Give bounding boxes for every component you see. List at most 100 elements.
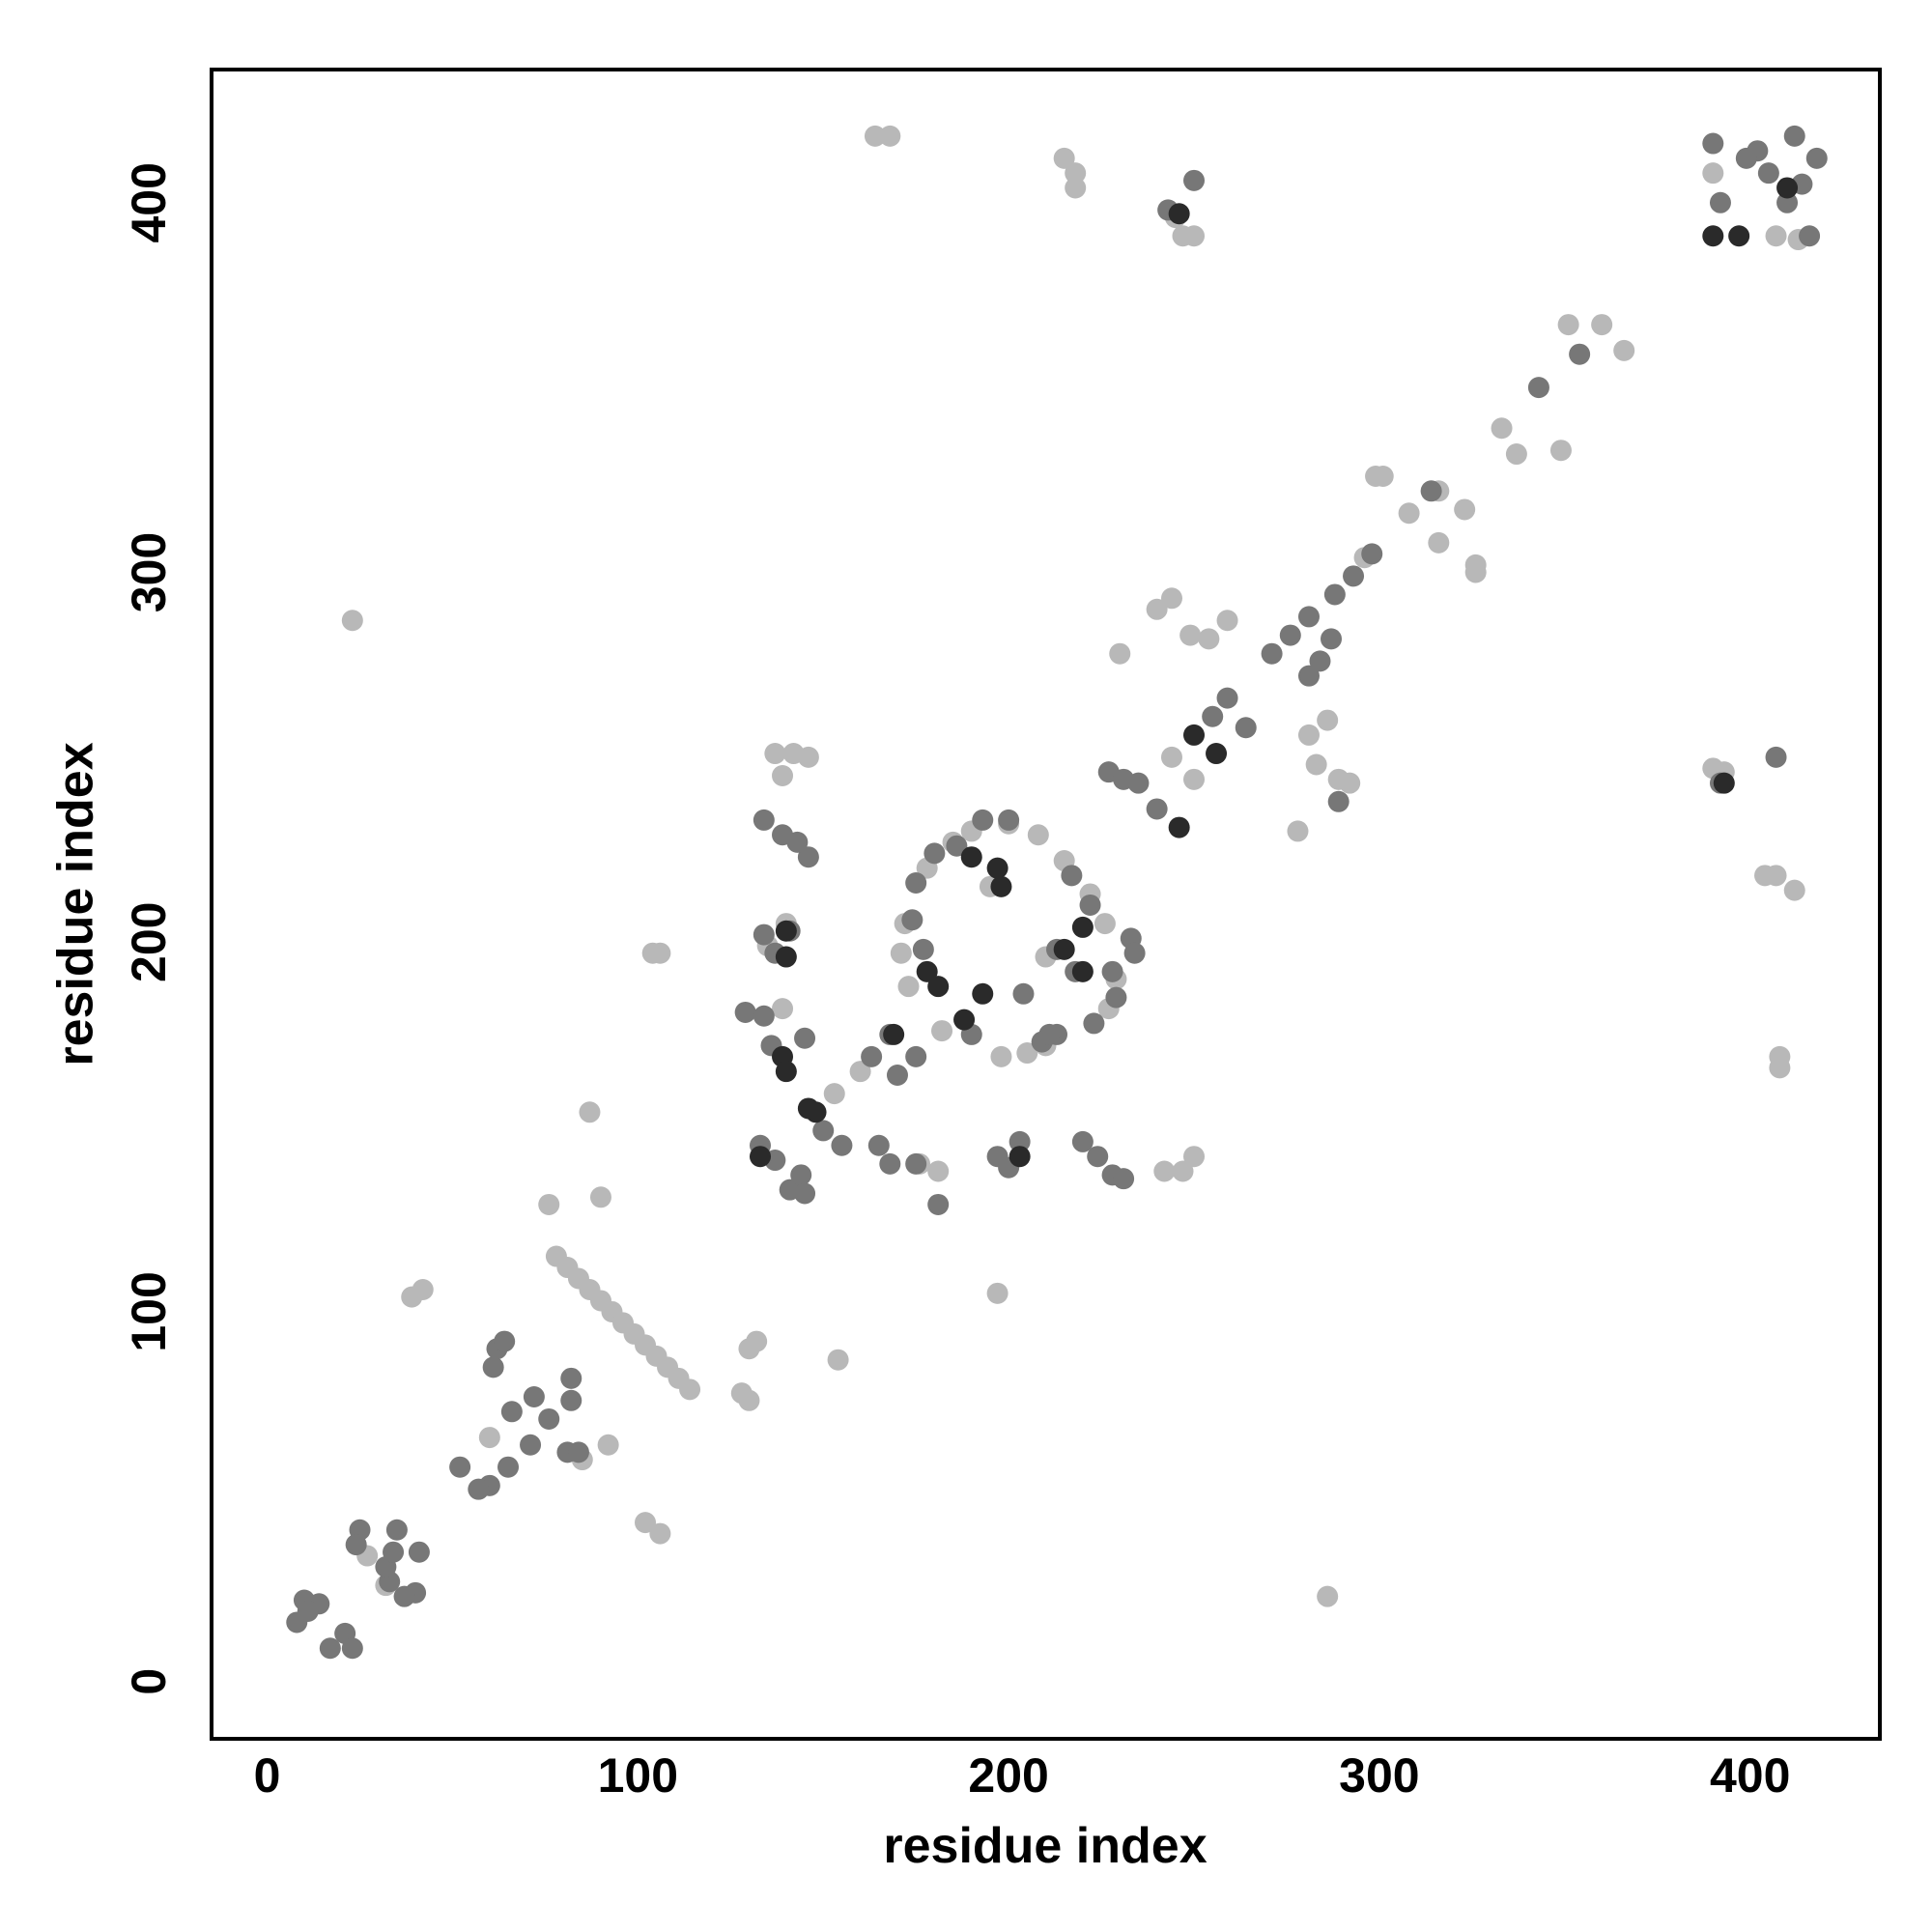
point <box>1317 709 1339 731</box>
point <box>1765 865 1787 887</box>
point <box>827 1349 849 1371</box>
point <box>635 1512 657 1534</box>
point <box>879 125 901 147</box>
point <box>1361 543 1383 565</box>
point <box>734 1001 756 1023</box>
point <box>764 743 786 765</box>
point <box>901 909 923 931</box>
point <box>1027 824 1049 846</box>
point <box>1172 1160 1194 1182</box>
point <box>946 835 968 857</box>
point <box>1709 191 1731 213</box>
point <box>1491 417 1513 440</box>
point <box>1168 203 1190 225</box>
point <box>883 1023 905 1045</box>
point <box>1776 191 1799 213</box>
point <box>1702 225 1724 247</box>
point <box>494 1330 516 1352</box>
point <box>812 1120 835 1142</box>
point <box>772 998 794 1020</box>
point <box>1053 147 1075 169</box>
point <box>560 1389 582 1411</box>
point <box>1065 177 1087 199</box>
point <box>1464 561 1487 583</box>
point <box>1323 583 1346 606</box>
point <box>1113 1168 1135 1190</box>
point <box>589 1186 611 1208</box>
point <box>1016 1042 1038 1065</box>
point <box>1038 1023 1061 1045</box>
point <box>1702 162 1724 185</box>
point <box>383 1541 405 1563</box>
point <box>1101 960 1123 982</box>
point <box>341 610 363 632</box>
point <box>1146 598 1168 620</box>
x-tick-label: 200 <box>968 1748 1048 1803</box>
point <box>1160 587 1182 610</box>
point <box>1216 610 1238 632</box>
point <box>1198 628 1220 650</box>
point <box>890 942 912 964</box>
x-tick-label: 300 <box>1339 1748 1419 1803</box>
point <box>753 1005 775 1027</box>
point <box>1321 628 1343 650</box>
point <box>849 1061 871 1083</box>
point <box>805 1101 827 1123</box>
point <box>468 1478 490 1500</box>
point <box>864 125 886 147</box>
point <box>497 1456 520 1478</box>
point <box>927 976 950 998</box>
point <box>385 1519 408 1541</box>
point <box>1735 147 1757 169</box>
x-tick-label: 400 <box>1710 1748 1790 1803</box>
point <box>1065 162 1087 185</box>
point <box>823 1083 845 1105</box>
point <box>886 1065 908 1087</box>
point <box>341 1637 363 1660</box>
point <box>897 976 920 998</box>
point <box>753 923 775 946</box>
point <box>1365 465 1387 487</box>
point <box>1505 443 1527 466</box>
point <box>1769 1057 1791 1079</box>
point <box>879 1152 901 1175</box>
point <box>1009 1130 1031 1152</box>
point <box>972 809 994 831</box>
point <box>1061 865 1083 887</box>
point <box>972 982 994 1005</box>
point <box>1009 1146 1031 1168</box>
y-axis-label: residue index <box>48 742 104 1065</box>
point <box>478 1427 500 1449</box>
point <box>1235 717 1257 739</box>
point <box>990 1045 1012 1067</box>
point <box>1702 132 1724 155</box>
point <box>1168 816 1190 838</box>
point <box>1783 125 1805 147</box>
point <box>790 1164 812 1186</box>
point <box>523 1385 545 1407</box>
point <box>1183 724 1206 746</box>
point <box>1216 687 1238 709</box>
point <box>923 842 946 865</box>
point <box>1420 480 1442 502</box>
point <box>797 746 819 768</box>
point <box>1183 169 1206 191</box>
point <box>567 1441 589 1463</box>
point <box>986 857 1009 879</box>
point <box>1783 879 1805 901</box>
point <box>753 809 775 831</box>
point <box>916 960 938 982</box>
point <box>1776 177 1799 199</box>
point <box>649 1522 671 1545</box>
point <box>1261 642 1283 665</box>
point <box>319 1637 341 1660</box>
point <box>1757 162 1779 185</box>
point <box>1765 225 1787 247</box>
point <box>1339 772 1361 794</box>
point <box>1327 790 1350 812</box>
point <box>1613 339 1635 361</box>
point <box>297 1600 319 1622</box>
point <box>1527 377 1549 399</box>
point <box>449 1456 471 1478</box>
point <box>953 1009 976 1031</box>
